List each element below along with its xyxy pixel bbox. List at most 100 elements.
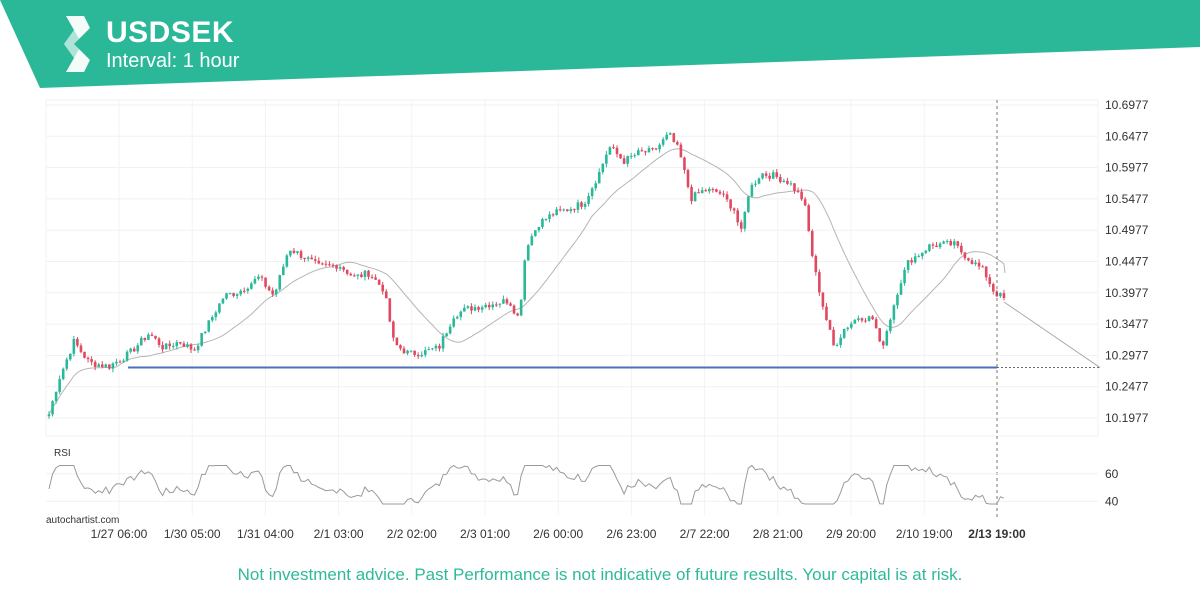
time-tick-label: 2/8 21:00 <box>753 527 803 541</box>
candle-down <box>711 189 715 191</box>
rsi-panel: 60 40 <box>46 464 1119 508</box>
candle-up <box>658 144 661 150</box>
price-tick-label: 10.4977 <box>1105 223 1149 237</box>
candle-down <box>725 194 729 200</box>
candle-down <box>505 299 509 304</box>
candle-up <box>835 344 839 346</box>
candle-up <box>72 338 76 354</box>
candle-up <box>420 354 424 357</box>
candle-down <box>644 151 647 153</box>
price-axis: 10.6977 10.6477 10.5977 10.5477 10.4977 10.44… <box>1105 98 1149 425</box>
candle-down <box>775 172 779 177</box>
interval-label: Interval: 1 hour <box>106 50 240 72</box>
candle-up <box>54 391 58 402</box>
candle-up <box>885 330 889 346</box>
candle-down <box>931 244 935 246</box>
candle-up <box>115 361 118 364</box>
candle-down <box>360 274 363 277</box>
symbol-title: USDSEK <box>106 16 235 49</box>
candle-down <box>977 262 981 267</box>
candle-up <box>484 304 487 308</box>
candle-up <box>747 196 750 212</box>
candle-up <box>466 306 470 308</box>
candle-down <box>324 263 328 265</box>
candle-up <box>899 283 903 295</box>
candle-down <box>732 208 736 211</box>
candle-down <box>970 260 974 265</box>
candle-down <box>388 298 392 322</box>
candle-up <box>69 353 72 360</box>
candle-up <box>65 359 69 369</box>
candle-up <box>463 307 466 312</box>
candle-up <box>502 299 505 304</box>
candle-down <box>878 328 881 342</box>
candle-down <box>353 275 356 277</box>
candle-up <box>665 134 668 140</box>
candle-up <box>608 147 612 155</box>
autochartist-watermark: autochartist.com <box>46 515 120 526</box>
candle-up <box>999 293 1002 297</box>
candle-down <box>321 263 324 265</box>
candle-down <box>786 180 789 184</box>
candle-down <box>470 306 473 311</box>
candle-down <box>825 306 828 321</box>
candle-up <box>626 156 629 164</box>
rsi-line <box>48 464 1005 505</box>
candle-up <box>164 343 168 350</box>
candle-down <box>161 344 164 350</box>
candle-down <box>495 304 498 306</box>
candle-down <box>683 157 686 171</box>
candle-down <box>871 316 874 320</box>
price-tick-label: 10.6977 <box>1105 98 1149 112</box>
candle-down <box>93 361 97 367</box>
candle-down <box>956 241 960 246</box>
candle-down <box>580 202 583 207</box>
candle-up <box>171 346 175 348</box>
candle-up <box>338 267 342 269</box>
candle-up <box>58 379 61 392</box>
candle-up <box>97 364 100 367</box>
candle-down <box>331 264 335 266</box>
candle-down <box>317 260 321 264</box>
candle-up <box>296 251 299 253</box>
candle-down <box>477 307 480 310</box>
candle-up <box>455 316 459 319</box>
price-tick-label: 10.1977 <box>1105 411 1149 425</box>
candle-down <box>860 318 864 321</box>
candle-down <box>690 186 693 202</box>
candle-up <box>576 202 580 210</box>
candle-up <box>892 305 896 320</box>
candle-down <box>803 199 807 206</box>
candle-up <box>431 348 434 350</box>
candle-up <box>61 368 65 380</box>
candle-down <box>718 191 722 194</box>
candle-up <box>122 360 125 362</box>
candle-up <box>47 414 51 417</box>
candle-up <box>441 336 445 349</box>
candle-down <box>981 266 984 268</box>
candle-up <box>289 250 292 256</box>
price-tick-label: 10.6477 <box>1105 129 1149 143</box>
candle-down <box>1002 293 1006 298</box>
candle-down <box>814 255 818 273</box>
candle-up <box>214 312 218 318</box>
candle-up <box>257 276 260 279</box>
candle-up <box>761 173 764 179</box>
candle-down <box>328 264 331 266</box>
candle-up <box>700 190 704 194</box>
candle-up <box>530 236 534 246</box>
candle-up <box>186 344 189 347</box>
candle-up <box>246 288 250 291</box>
candle-down <box>935 245 938 248</box>
candle-down <box>796 190 800 192</box>
candle-down <box>86 357 90 360</box>
candle-down <box>881 341 885 346</box>
candle-up <box>590 188 594 197</box>
candle-up <box>253 278 257 284</box>
candle-up <box>235 294 239 296</box>
candle-down <box>828 320 832 330</box>
candle-up <box>427 349 431 351</box>
time-tick-label: 2/6 23:00 <box>606 527 656 541</box>
candle-up <box>203 331 207 333</box>
candle-down <box>622 158 626 164</box>
